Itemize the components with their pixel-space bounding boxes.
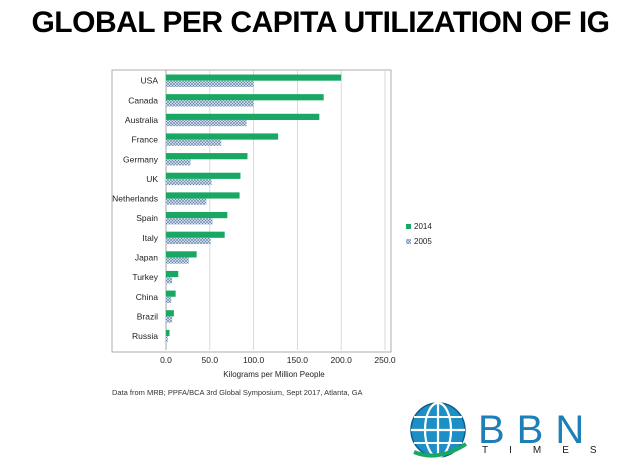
bar-2005-canada bbox=[166, 100, 254, 107]
legend-swatch-2014 bbox=[406, 224, 411, 229]
category-labels: USA Canada Australia France Germany UK Netherl… bbox=[112, 76, 159, 341]
bar-2014-uk bbox=[166, 172, 241, 179]
category-label-brazil: Brazil bbox=[137, 311, 158, 321]
plot-frame bbox=[111, 69, 392, 353]
bars bbox=[166, 74, 342, 343]
bar-2005-italy bbox=[166, 237, 211, 245]
logo-subtext: TIMES bbox=[482, 445, 618, 456]
category-label-netherlands: Netherlands bbox=[112, 194, 158, 204]
category-label-italy: Italy bbox=[142, 233, 158, 243]
bar-2014-spain bbox=[166, 212, 228, 219]
legend-label-2014: 2014 bbox=[414, 222, 432, 231]
logo-wordmark: BBN bbox=[478, 408, 597, 452]
legend-swatch-2005 bbox=[406, 239, 411, 244]
bar-2005-france bbox=[166, 139, 222, 146]
x-tick-label: 100.0 bbox=[243, 355, 265, 365]
category-label-canada: Canada bbox=[128, 95, 158, 105]
bar-2014-japan bbox=[166, 251, 197, 258]
category-label-germany: Germany bbox=[123, 154, 159, 164]
bar-2005-germany bbox=[166, 159, 191, 166]
category-label-russia: Russia bbox=[132, 331, 158, 341]
bar-2014-brazil bbox=[166, 310, 174, 317]
bar-2014-canada bbox=[166, 94, 324, 101]
x-tick-label: 150.0 bbox=[287, 355, 309, 365]
bar-2005-japan bbox=[166, 257, 189, 264]
bar-2005-china bbox=[166, 296, 172, 303]
x-axis-label: Kilograms per Million People bbox=[223, 370, 325, 379]
x-tick-label: 50.0 bbox=[202, 355, 219, 365]
bar-2005-australia bbox=[166, 119, 247, 127]
bar-2014-usa bbox=[166, 74, 342, 81]
chart-title: GLOBAL PER CAPITA UTILIZATION OF IG bbox=[31, 6, 610, 39]
globe-icon bbox=[410, 401, 468, 459]
bar-2005-netherlands bbox=[166, 198, 207, 205]
bar-2014-france bbox=[166, 133, 279, 140]
bar-2014-china bbox=[166, 290, 176, 297]
bar-2005-brazil bbox=[166, 316, 173, 323]
category-label-australia: Australia bbox=[125, 115, 158, 125]
bar-2005-spain bbox=[166, 218, 213, 225]
bar-2005-russia bbox=[166, 336, 168, 343]
x-tick-label: 200.0 bbox=[331, 355, 353, 365]
bar-2014-russia bbox=[166, 329, 170, 337]
bar-2005-uk bbox=[166, 178, 212, 186]
legend: 2014 2005 bbox=[406, 222, 432, 246]
category-label-turkey: Turkey bbox=[132, 272, 158, 282]
category-label-uk: UK bbox=[146, 174, 158, 184]
category-label-china: China bbox=[136, 292, 158, 302]
category-label-spain: Spain bbox=[136, 213, 158, 223]
grid-lines bbox=[165, 70, 386, 350]
category-label-japan: Japan bbox=[135, 252, 158, 262]
bar-2014-italy bbox=[166, 231, 225, 238]
category-label-france: France bbox=[132, 135, 159, 145]
x-tick-label: 250.0 bbox=[374, 355, 396, 365]
bar-2014-australia bbox=[166, 113, 320, 120]
bar-2014-turkey bbox=[166, 270, 179, 278]
bar-2005-usa bbox=[166, 80, 254, 87]
x-tick-labels: 0.0 50.0 100.0 150.0 200.0 250.0 bbox=[160, 355, 396, 365]
legend-label-2005: 2005 bbox=[414, 237, 432, 246]
category-label-usa: USA bbox=[141, 76, 159, 86]
bar-2014-netherlands bbox=[166, 192, 240, 199]
bar-2005-turkey bbox=[166, 277, 173, 284]
x-tick-label: 0.0 bbox=[160, 355, 172, 365]
source-note: Data from MRB; PPFA/BCA 3rd Global Sympo… bbox=[112, 388, 363, 397]
bar-2014-germany bbox=[166, 153, 248, 160]
